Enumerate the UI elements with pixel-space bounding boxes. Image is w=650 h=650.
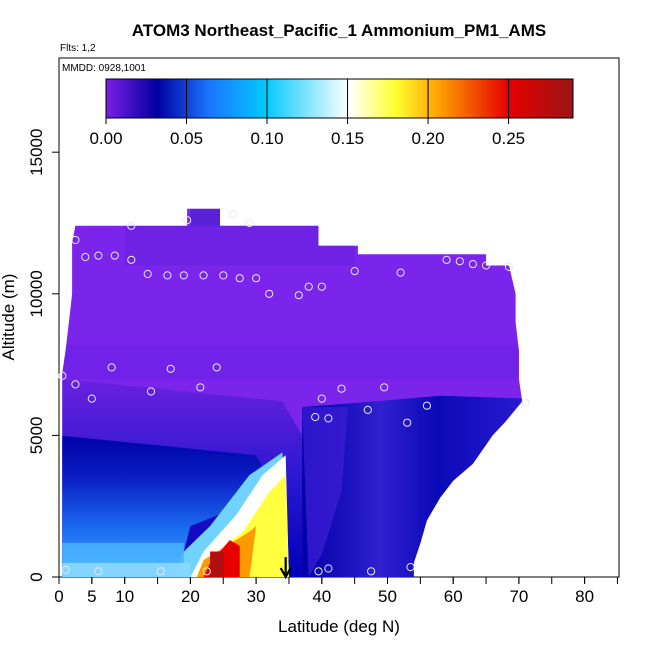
sample-point <box>468 260 477 269</box>
sample-point <box>422 401 431 410</box>
sample-point <box>380 383 389 392</box>
x-tick-label: 50 <box>378 587 397 606</box>
sample-points <box>58 210 530 576</box>
sample-point <box>311 412 320 422</box>
chart-title: ATOM3 Northeast_Pacific_1 Ammonium_PM1_A… <box>132 21 546 40</box>
colorbar-tick-label: 0.10 <box>250 129 283 148</box>
colorbar-tick-label: 0.05 <box>170 129 203 148</box>
field-transition <box>62 344 523 379</box>
sample-point <box>107 363 116 372</box>
sample-point <box>455 257 464 266</box>
sample-point <box>350 267 359 276</box>
sample-point <box>245 218 254 228</box>
sample-point <box>146 387 156 396</box>
sample-point <box>317 394 326 403</box>
field-plume-hot <box>210 551 224 577</box>
sample-point <box>163 271 172 280</box>
sample-point <box>166 364 175 373</box>
colorbar-tick-label: 0.15 <box>331 129 364 148</box>
sample-point <box>196 383 205 392</box>
sample-point <box>183 216 192 225</box>
sample-point <box>265 289 274 298</box>
sample-point <box>71 235 80 245</box>
colorbar: 0.00 0.05 0.10 0.15 0.20 0.25 <box>89 78 574 148</box>
sample-point <box>58 371 67 380</box>
field-lower-south <box>62 435 276 577</box>
sample-point <box>442 255 451 264</box>
y-tick-label: 0 <box>27 572 46 581</box>
x-tick-label: 10 <box>115 587 134 606</box>
x-tick-label: 30 <box>247 587 266 606</box>
x-tick-label: 40 <box>312 587 331 606</box>
sample-point <box>337 384 346 393</box>
sample-point <box>294 291 303 300</box>
sample-point <box>110 251 119 260</box>
sample-point <box>156 567 165 576</box>
sample-point <box>314 567 323 576</box>
colorbar-tick-label: 0.00 <box>89 129 122 148</box>
sample-point <box>179 271 188 280</box>
field-top-cap <box>190 208 224 226</box>
sample-point <box>127 255 136 264</box>
x-axis-title: Latitude (deg N) <box>278 617 400 636</box>
flights-note: Flts: 1,2 <box>60 43 96 54</box>
sample-point <box>61 565 70 575</box>
sample-point <box>363 405 372 414</box>
sample-point <box>199 271 208 280</box>
sample-point <box>367 567 376 576</box>
sample-point <box>71 380 80 389</box>
sample-point <box>202 567 211 576</box>
field-surface-south-bright <box>62 562 191 577</box>
y-tick-label: 10000 <box>27 270 46 317</box>
sample-point <box>94 567 103 576</box>
sample-point <box>94 251 103 260</box>
x-tick-label: 0 <box>54 587 63 606</box>
y-tick-label: 5000 <box>27 416 46 454</box>
sample-point <box>127 221 136 230</box>
y-axis-title: Altitude (m) <box>0 274 18 361</box>
x-tick-label: 80 <box>575 587 594 606</box>
colorbar-tick-label: 0.25 <box>492 129 525 148</box>
sample-point <box>406 563 415 572</box>
x-tick-label: 20 <box>181 587 200 606</box>
y-axis: 0 5000 10000 15000 <box>27 129 59 582</box>
sample-point <box>396 268 405 277</box>
sample-point <box>317 282 326 291</box>
colorbar-tick-label: 0.20 <box>412 129 445 148</box>
sample-point <box>304 282 313 291</box>
sample-point <box>521 398 530 407</box>
sample-point <box>235 274 244 283</box>
sample-point <box>324 414 333 423</box>
x-tick-label: 70 <box>509 587 528 606</box>
sample-point <box>87 394 96 403</box>
sample-point <box>504 262 514 271</box>
sample-point <box>219 271 228 280</box>
sample-point <box>143 269 152 279</box>
sample-point <box>81 252 90 262</box>
field-upper-band <box>124 225 355 266</box>
colorbar-gradient <box>105 78 574 119</box>
field-north-tongue <box>302 407 349 577</box>
latitude-arrow-marker <box>279 557 292 580</box>
sample-point <box>482 261 491 270</box>
sample-point <box>229 210 238 219</box>
sample-point <box>252 274 261 283</box>
x-tick-label: 60 <box>444 587 463 606</box>
x-tick-label: 5 <box>87 587 96 606</box>
sample-point <box>403 418 412 427</box>
date-note: MMDD: 0928,1001 <box>62 63 146 74</box>
arrow-head <box>279 567 292 580</box>
x-axis: 0 5 10 20 30 40 50 60 70 80 <box>54 577 618 606</box>
sample-point <box>212 363 221 372</box>
sample-point <box>324 564 333 573</box>
y-tick-label: 15000 <box>27 129 46 176</box>
